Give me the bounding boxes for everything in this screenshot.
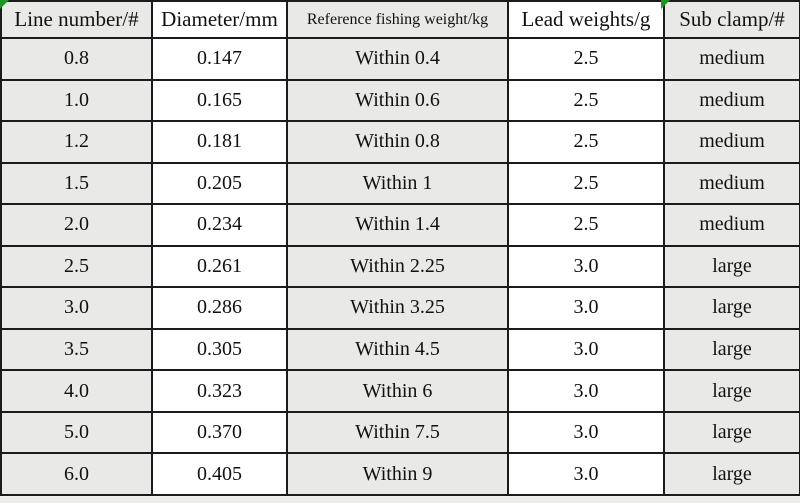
header-cell: Line number/# [0,0,153,39]
table-cell: 2.5 [507,78,665,123]
table-cell: 0.165 [151,78,288,123]
table-cell: 0.147 [151,37,288,81]
table-cell: Within 1 [286,161,509,206]
table-row: 2.0 0.234 Within 1.4 2.5 medium [0,203,800,247]
table-cell: Within 4.5 [286,327,509,372]
table-cell: medium [663,78,800,123]
table-cell: 0.305 [151,327,288,372]
spec-table-header: Line number/# Diameter/mm Reference fishin… [0,0,800,39]
table-cell: 0.181 [151,120,288,164]
bottom-edge-strip [0,497,800,503]
table-row: 4.0 0.323 Within 6 3.0 large [0,369,800,413]
table-cell: 5.0 [0,410,153,455]
green-corner-mark-left [0,0,9,9]
table-cell: large [663,327,800,372]
table-cell: 3.0 [507,244,665,289]
table-cell: 3.0 [507,369,665,413]
table-cell: 3.0 [507,410,665,455]
table-cell: medium [663,37,800,81]
green-corner-mark-right [661,0,670,9]
table-cell: 2.0 [0,203,153,247]
table-cell: 3.0 [507,327,665,372]
table-cell: large [663,369,800,413]
table-cell: 1.5 [0,161,153,206]
table-cell: 4.0 [0,369,153,413]
table-cell: Within 2.25 [286,244,509,289]
table-cell: large [663,452,800,496]
table-cell: Within 3.25 [286,286,509,330]
table-cell: 0.234 [151,203,288,247]
header-cell: Sub clamp/# [663,0,800,39]
table-cell: 3.5 [0,327,153,372]
table-row: 2.5 0.261 Within 2.25 3.0 large [0,244,800,289]
table-cell: 0.323 [151,369,288,413]
table-cell: 0.370 [151,410,288,455]
table-row: 5.0 0.370 Within 7.5 3.0 large [0,410,800,455]
table-cell: 1.2 [0,120,153,164]
table-cell: 6.0 [0,452,153,496]
table-row: 3.5 0.305 Within 4.5 3.0 large [0,327,800,372]
table-cell: 2.5 [507,120,665,164]
header-cell: Reference fishing weight/kg [286,0,509,39]
spec-table-body: 0.8 0.147 Within 0.4 2.5 medium 1.0 0.165 Withi… [0,37,800,496]
table-cell: 3.0 [0,286,153,330]
table-cell: Within 0.8 [286,120,509,164]
table-cell: medium [663,120,800,164]
table-row: 0.8 0.147 Within 0.4 2.5 medium [0,37,800,81]
table-cell: 3.0 [507,286,665,330]
table-cell: medium [663,203,800,247]
table-cell: large [663,410,800,455]
table-cell: Within 6 [286,369,509,413]
table-cell: 0.286 [151,286,288,330]
table-row: 6.0 0.405 Within 9 3.0 large [0,452,800,496]
table-cell: large [663,286,800,330]
table-cell: 1.0 [0,78,153,123]
table-row: 1.2 0.181 Within 0.8 2.5 medium [0,120,800,164]
table-cell: 2.5 [507,37,665,81]
table-cell: 3.0 [507,452,665,496]
table-cell: Within 9 [286,452,509,496]
table-cell: medium [663,161,800,206]
table-cell: 2.5 [507,161,665,206]
table-cell: 0.205 [151,161,288,206]
table-cell: Within 1.4 [286,203,509,247]
table-row: 1.0 0.165 Within 0.6 2.5 medium [0,78,800,123]
table-cell: Within 0.4 [286,37,509,81]
table-cell: 0.8 [0,37,153,81]
table-cell: Within 0.6 [286,78,509,123]
table-cell: Within 7.5 [286,410,509,455]
table-row: 3.0 0.286 Within 3.25 3.0 large [0,286,800,330]
header-row: Line number/# Diameter/mm Reference fishin… [0,0,800,39]
table-cell: large [663,244,800,289]
header-cell: Diameter/mm [151,0,288,39]
table-row: 1.5 0.205 Within 1 2.5 medium [0,161,800,206]
header-cell: Lead weights/g [507,0,665,39]
table-cell: 2.5 [0,244,153,289]
table-cell: 0.261 [151,244,288,289]
table-cell: 2.5 [507,203,665,247]
table-cell: 0.405 [151,452,288,496]
